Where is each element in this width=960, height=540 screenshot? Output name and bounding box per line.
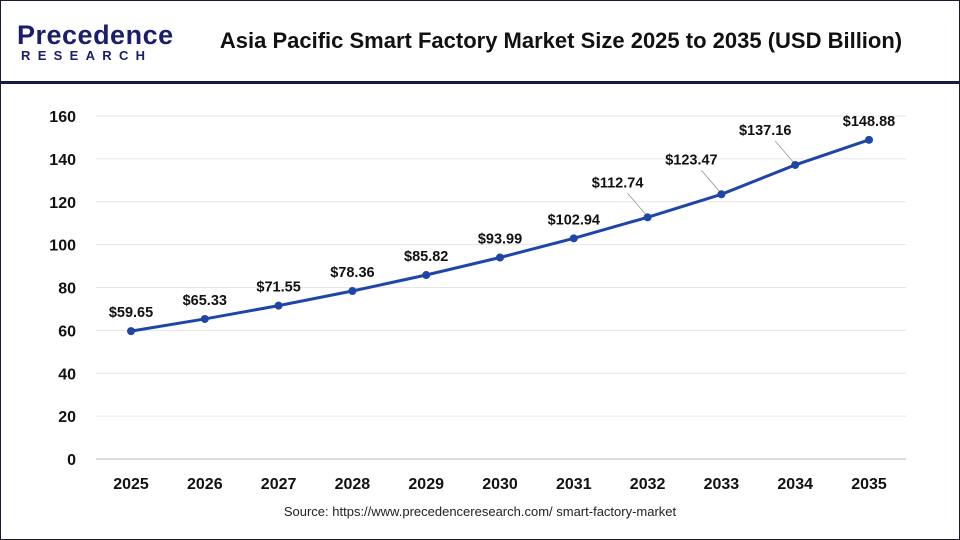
x-tick-label: 2028 (335, 476, 371, 493)
x-tick-label: 2034 (777, 476, 813, 493)
chart-title: Asia Pacific Smart Factory Market Size 2… (219, 28, 903, 53)
y-tick-label: 20 (58, 409, 76, 426)
y-tick-label: 0 (67, 452, 76, 469)
x-tick-label: 2029 (408, 476, 444, 493)
data-point (200, 314, 209, 323)
y-tick-label: 160 (49, 109, 76, 126)
data-label: $59.65 (109, 305, 153, 321)
x-tick-label: 2031 (556, 476, 592, 493)
y-tick-label: 100 (49, 238, 76, 255)
data-point (569, 234, 578, 243)
x-tick-label: 2033 (704, 476, 740, 493)
data-point (127, 327, 135, 336)
data-label: $85.82 (404, 249, 448, 265)
y-tick-label: 80 (58, 281, 76, 298)
y-tick-label: 40 (58, 366, 76, 383)
y-tick-label: 60 (58, 323, 76, 340)
x-tick-label: 2026 (187, 476, 223, 493)
x-tick-label: 2035 (851, 476, 887, 493)
data-point (643, 213, 652, 222)
data-point (496, 253, 504, 262)
data-label: $123.47 (665, 152, 717, 168)
precedence-research-logo: Precedence RESEARCH (17, 21, 174, 63)
label-leader-line (627, 193, 646, 215)
data-label: $102.94 (548, 212, 600, 228)
data-label: $112.74 (592, 175, 644, 191)
data-label: $137.16 (739, 123, 791, 139)
data-label: $93.99 (478, 232, 522, 248)
x-tick-label: 2025 (113, 476, 149, 493)
logo-line1: Precedence (17, 20, 174, 50)
header: Precedence RESEARCH Asia Pacific Smart F… (1, 1, 959, 84)
data-label: $148.88 (843, 114, 895, 130)
data-point (422, 271, 431, 280)
data-label: $71.55 (256, 280, 300, 296)
data-point (865, 135, 873, 144)
source-note: Source: https://www.precedenceresearch.c… (283, 504, 677, 519)
x-tick-label: 2032 (630, 476, 666, 493)
data-point (791, 160, 800, 169)
logo-line2: RESEARCH (21, 48, 153, 63)
data-point (274, 301, 283, 310)
y-tick-label: 140 (49, 152, 76, 169)
data-label: $78.36 (330, 265, 374, 281)
x-tick-label: 2027 (261, 476, 297, 493)
x-tick-label: 2030 (482, 476, 518, 493)
label-leader-line (774, 140, 794, 163)
label-leader-line (701, 170, 720, 192)
y-tick-label: 120 (49, 195, 76, 212)
data-point (348, 287, 357, 296)
data-label: $65.33 (183, 293, 227, 309)
data-point (717, 190, 726, 199)
